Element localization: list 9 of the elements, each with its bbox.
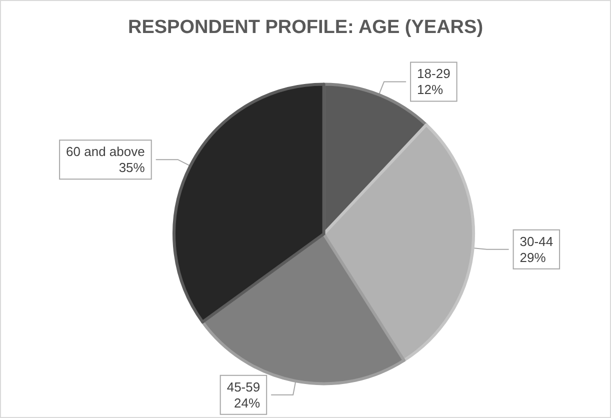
slice-label: 18-29 — [417, 66, 450, 82]
data-label: 35% — [118, 160, 146, 176]
slice-label: 60 and above — [66, 144, 145, 160]
chart-title: RESPONDENT PROFILE: AGE (YEARS) — [128, 17, 484, 38]
data-label: 24% — [234, 395, 261, 410]
data-label: 12% — [417, 82, 444, 98]
data-label: 29% — [520, 250, 546, 265]
slice-label: 30-44 — [520, 234, 554, 249]
slice-label: 45-59 — [226, 379, 260, 394]
